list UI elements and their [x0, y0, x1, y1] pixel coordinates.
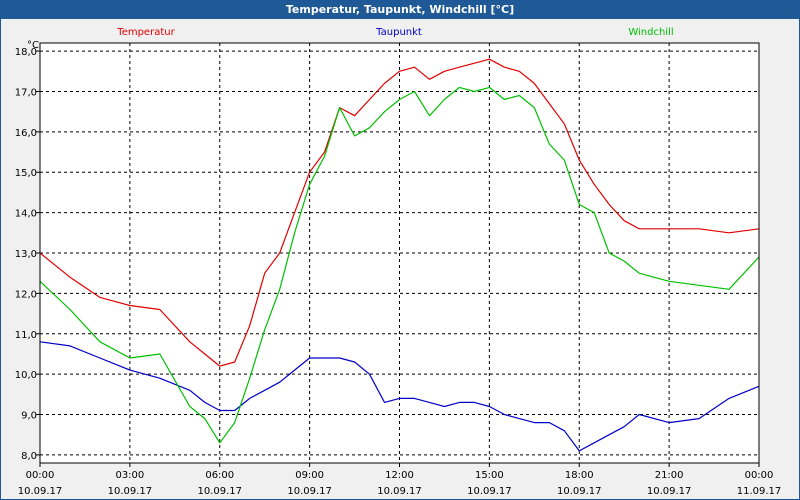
- x-tick-time-label: 09:00: [295, 470, 324, 481]
- x-tick-time-label: 15:00: [475, 470, 504, 481]
- y-axis-label: °C: [27, 40, 39, 51]
- legend-taupunkt: Taupunkt: [375, 27, 422, 38]
- y-tick-label: 9,0: [21, 411, 37, 422]
- window-title: Temperatur, Taupunkt, Windchill [°C]: [1, 1, 799, 19]
- x-tick-time-label: 00:00: [745, 470, 774, 481]
- legend-windchill: Windchill: [628, 27, 673, 38]
- y-tick-label: 8,0: [21, 451, 37, 462]
- x-tick-date-label: 10.09.17: [377, 486, 422, 497]
- plot-frame: [39, 42, 760, 464]
- series-line-temperatur: [39, 58, 760, 367]
- x-tick-time-label: 12:00: [385, 470, 414, 481]
- x-tick-date-label: 10.09.17: [18, 486, 63, 497]
- x-tick-date-label: 10.09.17: [647, 486, 692, 497]
- x-tick-date-label: 10.09.17: [287, 486, 332, 497]
- y-tick-label: 13,0: [15, 249, 37, 260]
- x-tick-date-label: 10.09.17: [467, 486, 512, 497]
- x-tick-time-label: 03:00: [115, 470, 144, 481]
- y-tick-label: 17,0: [15, 87, 37, 98]
- x-tick-time-label: 18:00: [565, 470, 594, 481]
- series-line-taupunkt: [39, 341, 760, 452]
- x-tick-date-label: 10.09.17: [197, 486, 242, 497]
- x-tick-time-label: 00:00: [26, 470, 55, 481]
- x-tick-date-label: 11.09.17: [737, 486, 782, 497]
- y-tick-label: 11,0: [15, 330, 37, 341]
- x-tick-date-label: 10.09.17: [108, 486, 153, 497]
- y-tick-label: 10,0: [15, 370, 37, 381]
- legend-temperatur: Temperatur: [116, 27, 175, 38]
- y-tick-label: 18,0: [15, 47, 37, 58]
- series-line-windchill: [39, 86, 760, 444]
- x-tick-time-label: 06:00: [205, 470, 234, 481]
- y-tick-label: 14,0: [15, 209, 37, 220]
- x-tick-time-label: 21:00: [655, 470, 684, 481]
- y-tick-label: 12,0: [15, 289, 37, 300]
- y-tick-label: 16,0: [15, 128, 37, 139]
- line-chart: 8,0 9,0 10,0 11,0 12,0 13,0 14,0 15,0 16,0 17,0 18…: [15, 27, 782, 497]
- y-tick-label: 15,0: [15, 168, 37, 179]
- x-tick-date-label: 10.09.17: [557, 486, 602, 497]
